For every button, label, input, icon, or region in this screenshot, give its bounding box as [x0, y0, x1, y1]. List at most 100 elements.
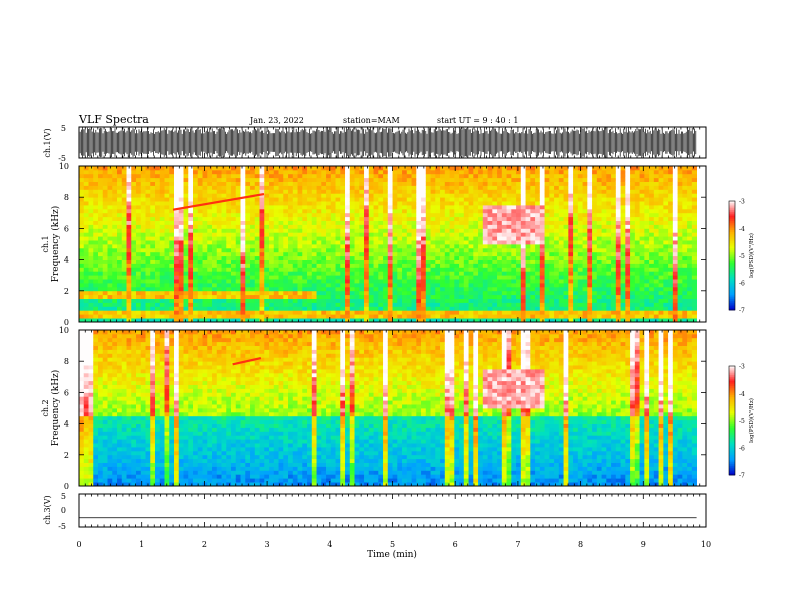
spectrogram-cell: [587, 279, 593, 284]
spectrogram-cell: [264, 197, 270, 202]
spectrogram-cell: [601, 294, 607, 299]
spectrogram-cell: [112, 220, 118, 225]
spectrogram-cell: [606, 251, 612, 257]
spectrogram-cell: [155, 271, 161, 276]
spectrogram-cell: [601, 247, 607, 253]
spectrogram-cell: [487, 205, 493, 210]
spectrogram-cell: [231, 181, 237, 186]
spectrogram-cell: [596, 189, 602, 194]
spectrogram-cell: [634, 189, 640, 194]
spectrogram-cell: [155, 302, 161, 307]
spectrogram-cell: [292, 220, 298, 225]
spectrogram-cell: [611, 220, 617, 225]
spectrogram-cell: [254, 197, 260, 202]
spectrogram-cell: [155, 201, 161, 206]
spectrogram-cell: [411, 279, 417, 284]
spectrogram-cell: [335, 193, 341, 198]
spectrogram-cell: [140, 255, 146, 260]
spectrogram-cell: [145, 216, 151, 221]
spectrogram-cell: [235, 298, 241, 303]
spectrogram-cell: [615, 240, 621, 245]
spectrogram-cell: [264, 275, 270, 280]
spectrogram-cell: [316, 279, 322, 284]
spectrogram-cell: [235, 283, 241, 288]
ch1-ylabel: ch.1(V): [43, 128, 52, 157]
spectrogram-cell: [492, 224, 498, 229]
spectrogram-cell: [440, 181, 446, 186]
spectrogram-cell: [140, 236, 146, 241]
spectrogram-cell: [644, 189, 650, 194]
spectrogram-cell: [644, 279, 650, 284]
spectrogram-cell: [345, 302, 351, 307]
spectrogram-cell: [307, 216, 313, 221]
spectrogram-cell: [630, 240, 636, 245]
spectrogram-cell: [150, 208, 156, 214]
spectrogram-cell: [487, 294, 493, 299]
spectrogram-cell: [487, 228, 493, 233]
spectrogram-cell: [492, 271, 498, 276]
spectrogram-cell: [582, 240, 588, 245]
spectrogram-cell: [416, 271, 422, 276]
spectrogram-cell: [402, 197, 408, 202]
spectrogram-cell: [454, 224, 460, 229]
spectrogram-cell: [269, 318, 275, 323]
spectrogram-cell: [582, 318, 588, 323]
spectrogram-cell: [506, 201, 512, 206]
spectrogram-cell: [250, 294, 256, 299]
spectrogram-cell: [117, 279, 123, 284]
spectrogram-cell: [530, 201, 536, 206]
spectrogram-cell: [193, 193, 199, 198]
spectrogram-cell: [297, 216, 303, 221]
spectrogram-cell: [558, 193, 564, 198]
spectrogram-cell: [478, 240, 484, 245]
spectrogram-cell: [349, 220, 355, 225]
spectrogram-cell: [511, 177, 517, 182]
spectrogram-cell: [630, 318, 636, 323]
spectrogram-cell: [368, 251, 374, 257]
spectrogram-cell: [383, 181, 389, 186]
spectrogram-cell: [549, 279, 555, 284]
spectrogram-cell: [402, 267, 408, 272]
spectrogram-cell: [250, 247, 256, 253]
spectrogram-cell: [212, 259, 218, 264]
spectrogram-cell: [444, 294, 450, 299]
spectrogram-cell: [292, 302, 298, 307]
spectrogram-cell: [392, 275, 398, 280]
spectrogram-cell: [430, 212, 436, 218]
spectrogram-cell: [273, 290, 279, 296]
spectrogram-cell: [216, 205, 222, 210]
spectrogram-cell: [378, 255, 384, 260]
spectrogram-cell: [554, 279, 560, 284]
spectrogram-cell: [430, 306, 436, 311]
spectrogram-cell: [435, 244, 441, 249]
spectrogram-cell: [492, 208, 498, 214]
spectrogram-cell: [202, 173, 208, 179]
spectrogram-cell: [549, 306, 555, 311]
spectrogram-cell: [487, 208, 493, 214]
spectrogram-cell: [240, 181, 246, 186]
spectrogram-cell: [102, 197, 108, 202]
spectrogram-cell: [136, 228, 142, 233]
spectrogram-cell: [102, 286, 108, 292]
spectrogram-cell: [373, 236, 379, 241]
spectrogram-cell: [307, 244, 313, 249]
spectrogram-cell: [573, 271, 579, 276]
spectrogram-cell: [216, 294, 222, 299]
spectrogram-cell: [649, 208, 655, 214]
spectrogram-cell: [354, 181, 360, 186]
spectrogram-cell: [568, 283, 574, 288]
spectrogram-cell: [482, 185, 488, 190]
spectrogram-cell: [226, 240, 232, 245]
spectrogram-cell: [169, 205, 175, 210]
spectrogram-cell: [155, 212, 161, 218]
spectrogram-cell: [606, 290, 612, 296]
spectrogram-cell: [592, 247, 598, 253]
spectrogram-cell: [411, 212, 417, 218]
spectrogram-cell: [79, 244, 85, 249]
spectrogram-cell: [159, 193, 165, 198]
spectrogram-cell: [278, 306, 284, 311]
spectrogram-cell: [658, 279, 664, 284]
spectrogram-cell: [345, 259, 351, 264]
spectrogram-cell: [364, 298, 370, 303]
spectrogram-cell: [121, 228, 127, 233]
